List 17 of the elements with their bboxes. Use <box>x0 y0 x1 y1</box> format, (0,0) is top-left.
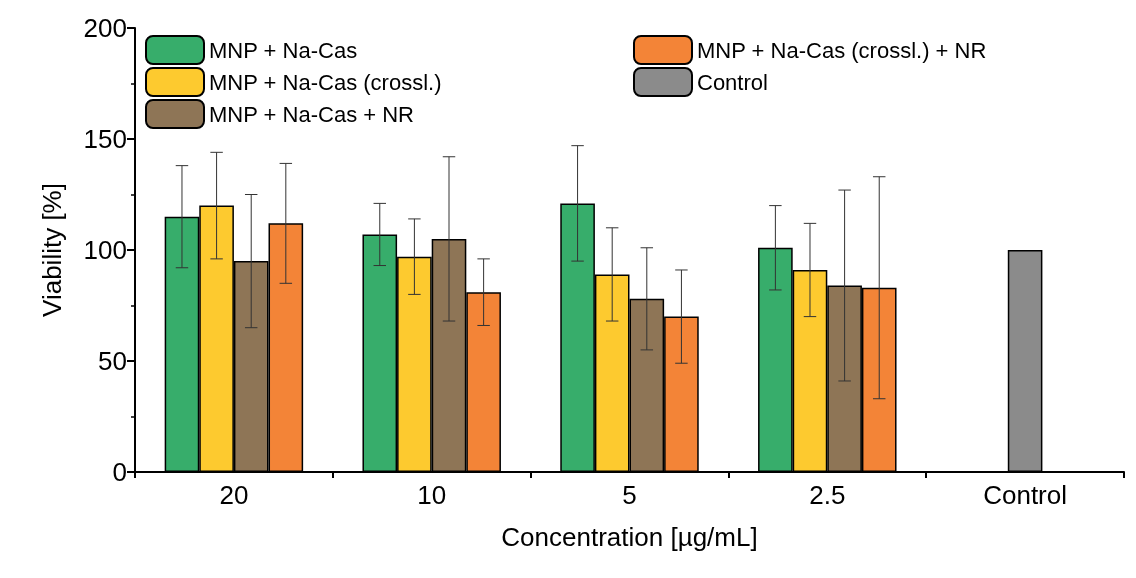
y-tick-label: 150 <box>83 124 127 154</box>
legend-label: MNP + Na-Cas (crossl.) + NR <box>697 37 987 63</box>
y-tick-label: 0 <box>112 457 127 487</box>
y-axis-title: Viability [%] <box>37 183 67 317</box>
x-axis-title: Concentration [µg/mL] <box>501 522 758 552</box>
x-tick-label: 10 <box>417 480 447 510</box>
x-tick-label: 5 <box>622 480 637 510</box>
legend-label: Control <box>697 69 768 95</box>
x-tick-label: Control <box>983 480 1068 510</box>
legend-label: MNP + Na-Cas <box>209 37 358 63</box>
x-tick-label: 20 <box>219 480 249 510</box>
y-tick-label: 100 <box>83 235 127 265</box>
y-tick-label: 50 <box>98 346 127 376</box>
legend-label: MNP + Na-Cas + NR <box>209 101 414 127</box>
x-tick-label: 2.5 <box>809 480 846 510</box>
legend-label: MNP + Na-Cas (crossl.) <box>209 69 442 95</box>
y-tick-label: 200 <box>83 13 127 43</box>
